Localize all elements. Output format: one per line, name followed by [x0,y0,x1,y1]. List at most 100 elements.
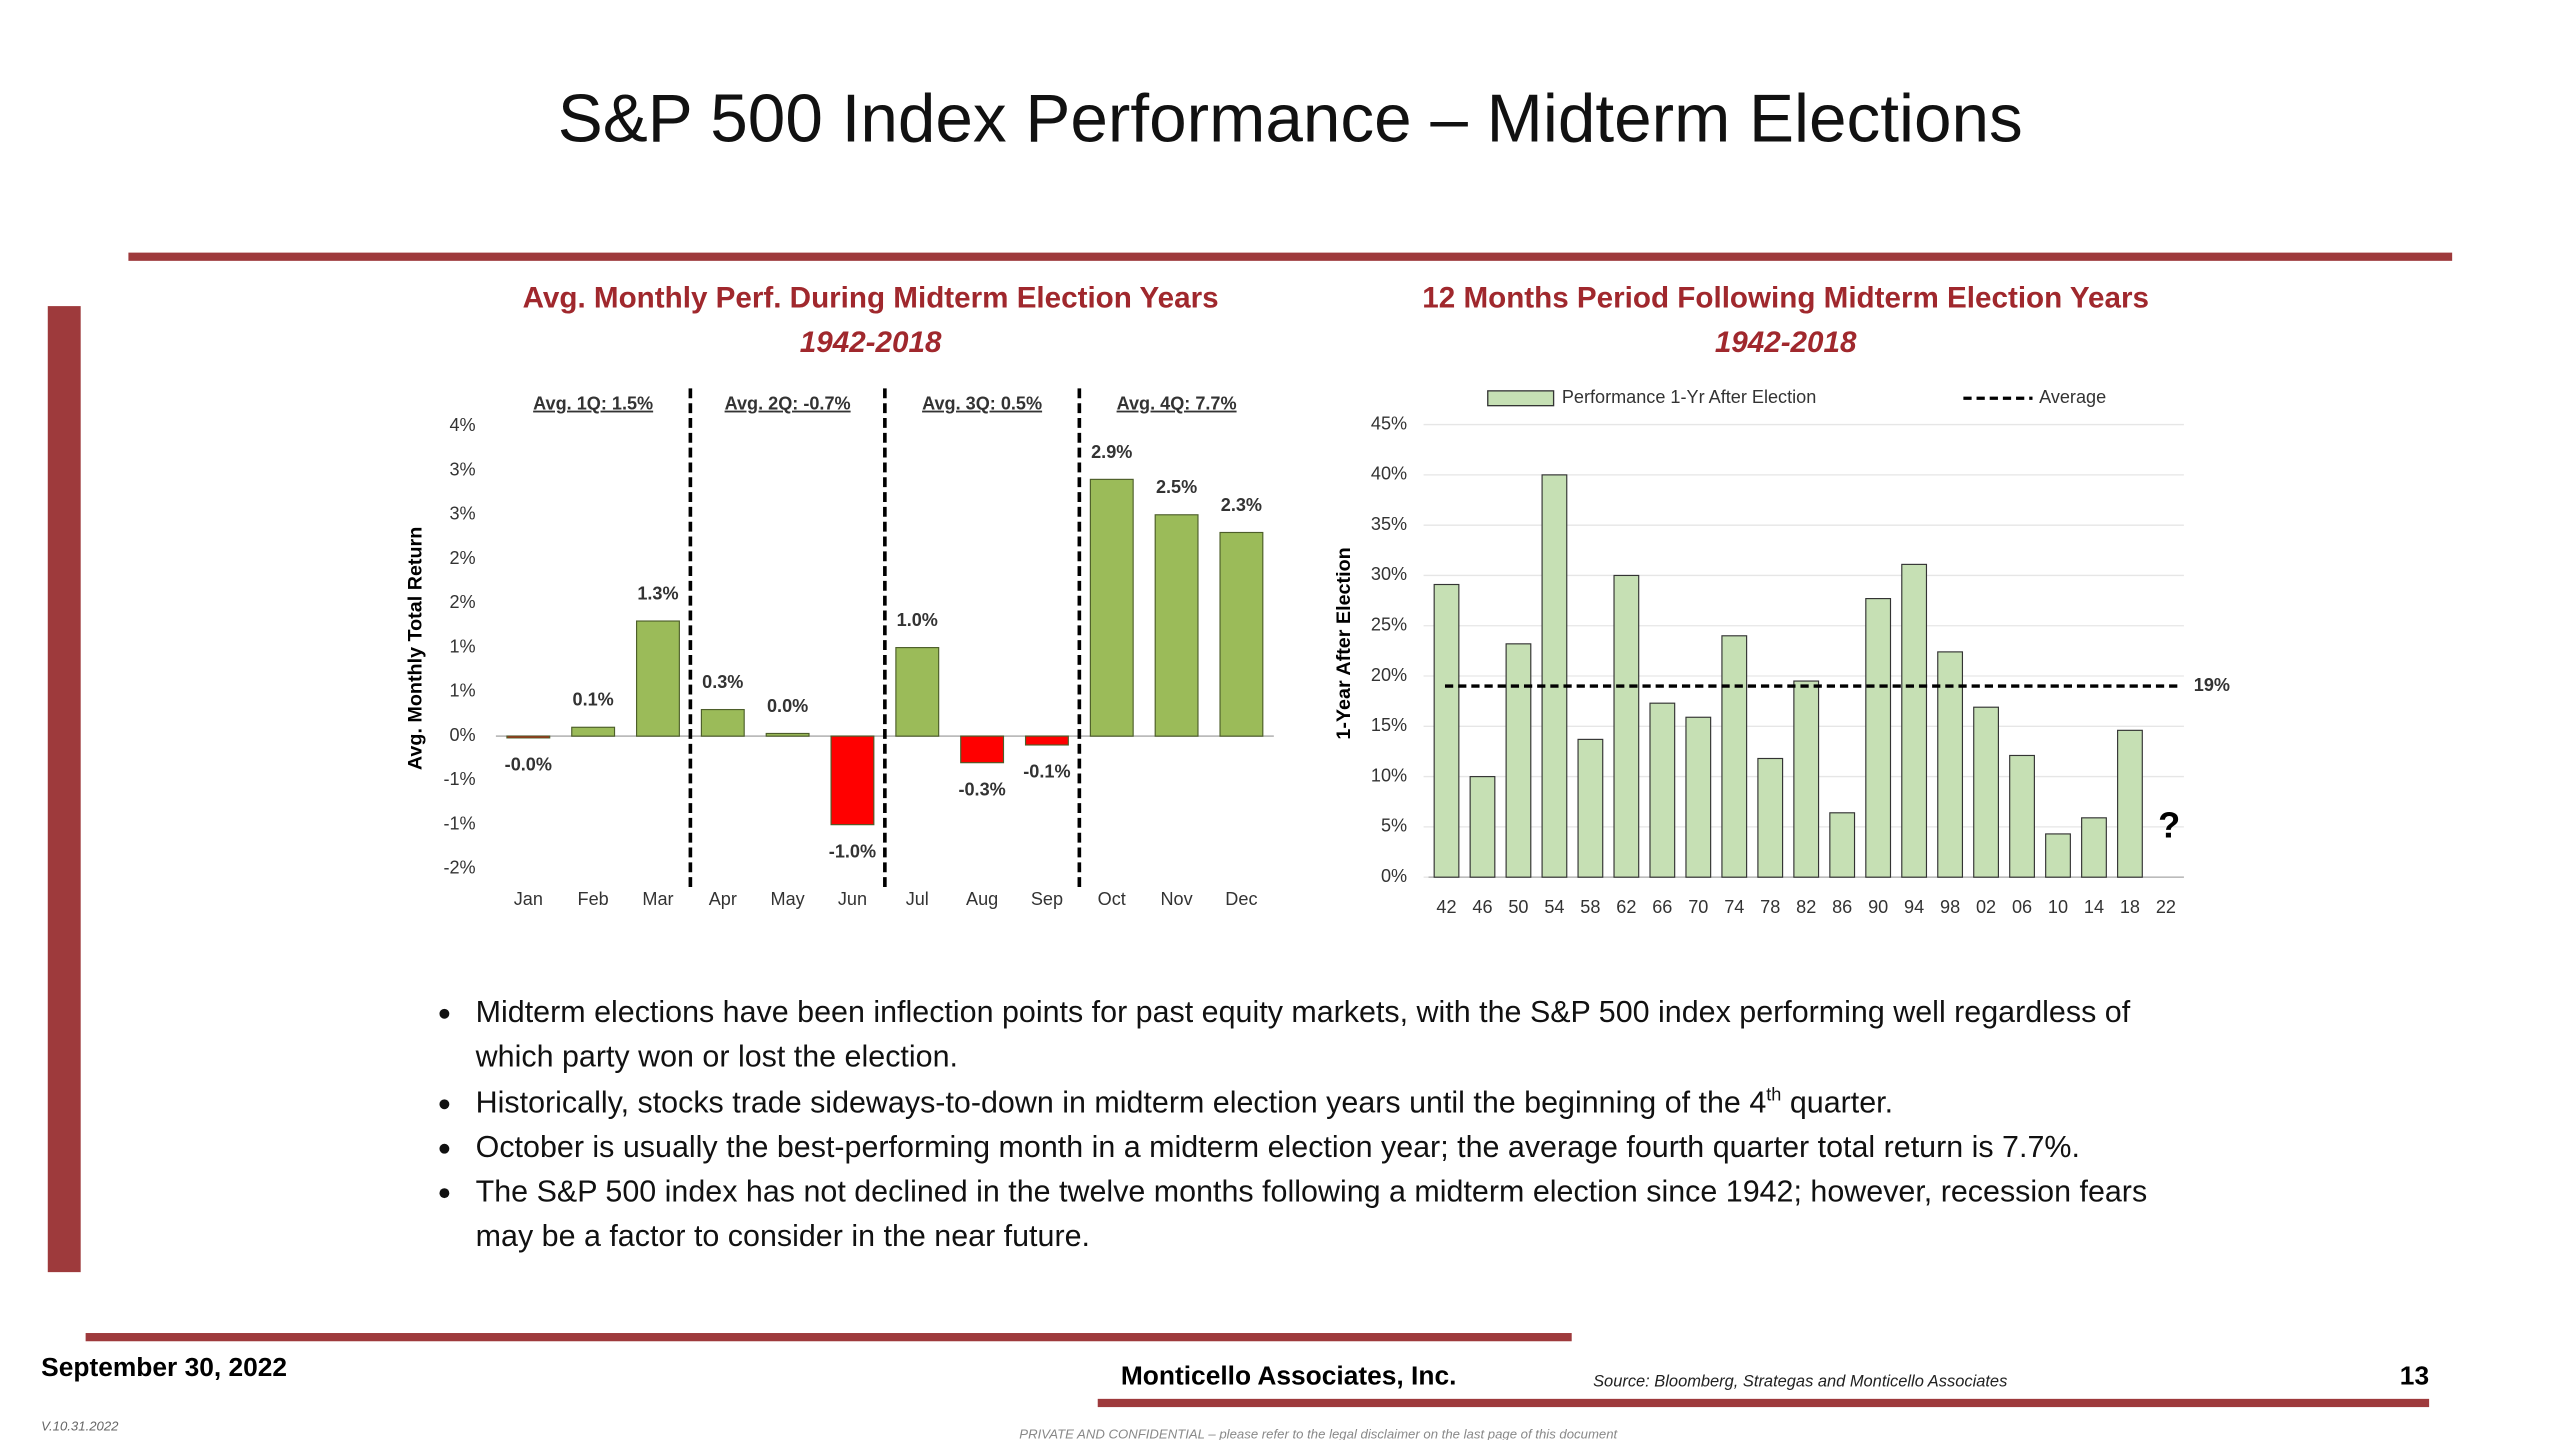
y-axis-label: Avg. Monthly Total Return [405,527,427,770]
value-label: 2.9% [1091,442,1132,462]
value-label: 2.5% [1156,477,1197,497]
quarter-average: Avg. 4Q: 7.7% [1117,394,1237,414]
y-tick-label: 3% [450,459,476,479]
x-tick-label: 10 [2048,897,2068,917]
quarter-average: Avg. 1Q: 1.5% [533,394,653,414]
legend-swatch [1487,390,1555,407]
y-tick-label: 5% [1381,816,1407,836]
bar [635,620,680,737]
x-tick-label: 98 [1940,897,1960,917]
y-axis-label: 1-Year After Election [1333,547,1355,739]
x-tick-label: 18 [2120,897,2140,917]
bar [2009,754,2035,878]
bar [830,735,875,826]
y-tick-label: 0% [450,725,476,745]
y-tick-label: -1% [443,813,475,833]
x-tick-label: Sep [1031,889,1063,909]
bullet-list: Midterm elections have been inflection p… [415,989,2209,1259]
bullets-box: Midterm elections have been inflection p… [415,989,2209,1318]
bullet: Midterm elections have been inflection p… [469,989,2209,1079]
bar [1541,474,1568,878]
bar [1973,706,1999,878]
slide-title: S&P 500 Index Performance – Midterm Elec… [558,81,2023,156]
y-tick-label: 40% [1371,464,1407,484]
x-tick-label: Apr [709,889,737,909]
x-tick-label: 90 [1868,897,1888,917]
value-label: 2.3% [1221,495,1262,515]
quarter-average: Avg. 2Q: -0.7% [725,394,851,414]
footer-date: September 30, 2022 [41,1352,287,1382]
average-label: 19% [2194,675,2230,695]
footer-company: Monticello Associates, Inc. [1121,1360,1457,1390]
legend-label: Performance 1-Yr After Election [1562,387,1816,407]
x-tick-label: 54 [1544,897,1564,917]
y-tick-label: 0% [1381,866,1407,886]
y-tick-label: -1% [443,769,475,789]
x-tick-label: 62 [1616,897,1636,917]
x-tick-label: 14 [2084,897,2104,917]
bar [1649,702,1676,878]
y-tick-label: 1% [450,681,476,701]
x-tick-label: Jan [514,889,543,909]
bar [1721,635,1748,878]
bar [2081,817,2107,878]
y-tick-label: 3% [450,504,476,524]
bar [1024,735,1069,746]
bar [700,708,745,737]
bar [1865,598,1892,878]
y-tick-label: 15% [1371,715,1407,735]
y-tick-label: 10% [1371,765,1407,785]
bar [1154,514,1199,737]
quarter-average: Avg. 3Q: 0.5% [922,394,1042,414]
bar [1089,478,1134,737]
bar [1793,680,1820,878]
y-tick-label: 2% [450,548,476,568]
bar [765,732,810,737]
bar [1685,716,1712,878]
value-label: 0.3% [702,672,743,692]
bar [1469,776,1496,878]
x-tick-label: Jun [838,889,867,909]
bullet-text: Historically, stocks trade sideways-to-d… [475,1083,1767,1119]
bar [1219,531,1264,737]
footer-rule [85,1333,1572,1342]
y-tick-label: 1% [450,636,476,656]
x-tick-label: 46 [1472,897,1492,917]
x-tick-label: 02 [1976,897,1996,917]
bar [1757,757,1784,878]
x-tick-label: 70 [1688,897,1708,917]
footer-rule [1097,1398,2430,1408]
y-tick-label: 25% [1371,615,1407,635]
x-tick-label: Aug [966,889,998,909]
y-tick-label: 2% [450,592,476,612]
y-tick-label: -2% [443,858,475,878]
bullet: October is usually the best-performing m… [469,1124,2209,1169]
bar [506,735,551,739]
x-tick-label: 66 [1652,897,1672,917]
bar [2045,833,2071,878]
x-tick-label: May [771,889,806,909]
superscript: th [1766,1085,1782,1105]
x-tick-label: 86 [1832,897,1852,917]
bullet: The S&P 500 index has not declined in th… [469,1169,2209,1259]
bullet: Historically, stocks trade sideways-to-d… [469,1079,2209,1124]
x-tick-label: 50 [1508,897,1528,917]
footer-source: Source: Bloomberg, Strategas and Montice… [1593,1373,2007,1391]
bar [960,735,1005,764]
x-tick-label: Oct [1098,889,1126,909]
page-number: 13 [2400,1360,2429,1390]
disclaimer: PRIVATE AND CONFIDENTIAL – please refer … [1019,1427,1618,1440]
bar [1901,563,1928,878]
x-tick-label: Nov [1160,889,1192,909]
x-tick-label: Dec [1225,889,1257,909]
value-label: 1.3% [637,583,678,603]
bar [1829,812,1856,878]
bar [1433,583,1460,878]
bar [1505,643,1532,878]
x-tick-label: 58 [1580,897,1600,917]
chart-subtitle: 1942-2018 [800,326,942,359]
bar [2117,729,2143,878]
annotation: ? [2158,804,2180,845]
